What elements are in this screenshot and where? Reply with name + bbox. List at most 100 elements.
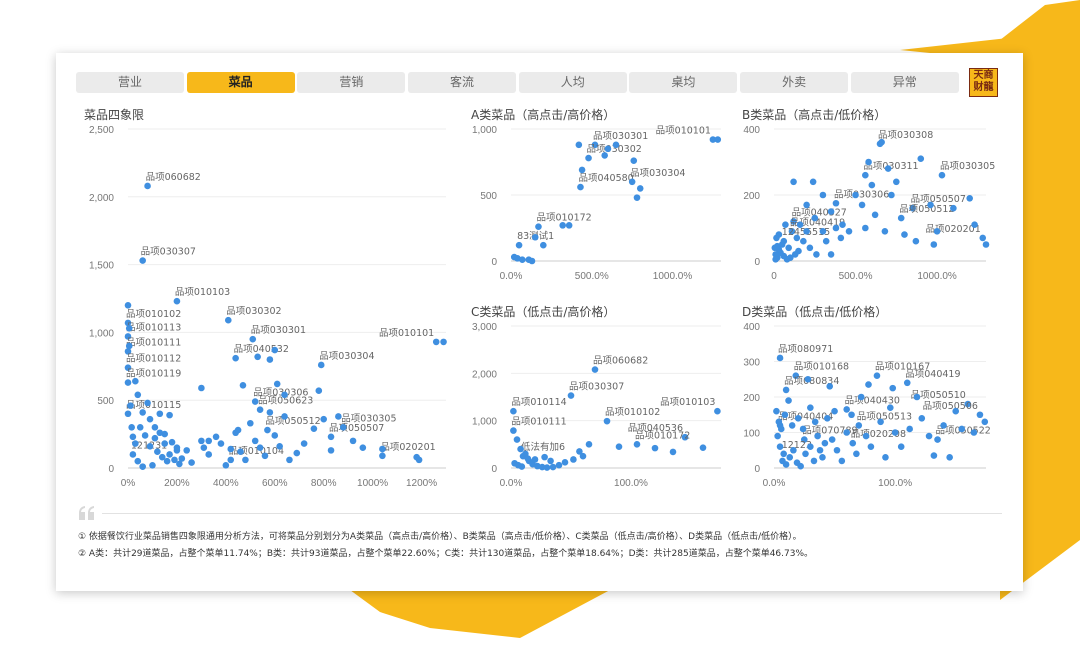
a-point[interactable]	[515, 241, 523, 249]
d-point[interactable]	[821, 439, 829, 447]
b-point[interactable]	[909, 204, 916, 212]
d-point[interactable]	[792, 372, 800, 380]
quadrant-point[interactable]	[124, 333, 132, 340]
b-point[interactable]	[884, 165, 892, 172]
d-point[interactable]	[814, 432, 821, 440]
d-point[interactable]	[843, 406, 850, 413]
quadrant-point[interactable]	[188, 459, 195, 466]
quadrant-point[interactable]	[227, 445, 235, 453]
b-point[interactable]	[982, 241, 990, 248]
quadrant-point[interactable]	[171, 456, 178, 464]
quadrant-point[interactable]	[124, 348, 132, 355]
quadrant-point[interactable]	[339, 424, 347, 431]
quadrant-point[interactable]	[247, 419, 254, 427]
b-point[interactable]	[933, 228, 941, 235]
tab-3[interactable]: 客流	[408, 72, 517, 93]
d-point[interactable]	[786, 454, 794, 461]
a-point[interactable]	[628, 178, 636, 186]
d-point[interactable]	[964, 400, 972, 408]
quadrant-point[interactable]	[232, 354, 239, 362]
b-point[interactable]	[893, 178, 900, 186]
quadrant-point[interactable]	[281, 391, 288, 399]
c-point[interactable]	[517, 445, 524, 453]
b-point[interactable]	[839, 221, 846, 228]
quadrant-point[interactable]	[315, 387, 323, 395]
quadrant-point[interactable]	[205, 437, 213, 445]
c-point[interactable]	[585, 441, 593, 448]
b-point[interactable]	[771, 244, 779, 252]
d-point[interactable]	[906, 425, 913, 433]
b-point[interactable]	[813, 251, 820, 258]
quadrant-point[interactable]	[139, 257, 146, 264]
a-point[interactable]	[531, 233, 539, 241]
d-point[interactable]	[785, 397, 792, 404]
tab-2[interactable]: 营销	[297, 72, 406, 93]
quadrant-point[interactable]	[124, 301, 132, 309]
quadrant-point[interactable]	[234, 426, 242, 434]
c-point[interactable]	[524, 455, 532, 462]
quadrant-point[interactable]	[173, 444, 181, 451]
c-point[interactable]	[651, 444, 659, 452]
quadrant-point[interactable]	[144, 399, 151, 407]
quadrant-point[interactable]	[256, 444, 264, 451]
b-point[interactable]	[865, 158, 872, 166]
a-point[interactable]	[709, 136, 717, 143]
b-point[interactable]	[819, 228, 827, 235]
d-point[interactable]	[811, 418, 819, 426]
b-point[interactable]	[862, 224, 869, 232]
quadrant-point[interactable]	[266, 409, 274, 416]
d-point[interactable]	[843, 429, 850, 436]
b-point[interactable]	[871, 211, 879, 219]
b-point[interactable]	[878, 138, 885, 146]
quadrant-point[interactable]	[212, 433, 220, 441]
quadrant-point[interactable]	[273, 380, 281, 388]
b-point[interactable]	[858, 201, 866, 209]
b-point[interactable]	[971, 221, 978, 228]
quadrant-point[interactable]	[440, 338, 447, 346]
b-point[interactable]	[785, 244, 792, 252]
b-point[interactable]	[819, 191, 827, 199]
b-point[interactable]	[790, 178, 797, 186]
b-point[interactable]	[881, 228, 889, 235]
a-point[interactable]	[535, 223, 542, 230]
d-point[interactable]	[838, 457, 846, 465]
d-point[interactable]	[913, 393, 921, 401]
quadrant-point[interactable]	[310, 425, 318, 432]
quadrant-point[interactable]	[327, 433, 335, 441]
d-point[interactable]	[862, 432, 870, 440]
c-point[interactable]	[547, 457, 554, 465]
quadrant-point[interactable]	[125, 342, 133, 350]
a-point[interactable]	[591, 141, 599, 149]
d-point[interactable]	[790, 446, 797, 454]
quadrant-point[interactable]	[200, 444, 208, 451]
b-point[interactable]	[917, 155, 925, 162]
d-point[interactable]	[848, 411, 855, 419]
quadrant-point[interactable]	[359, 444, 367, 451]
a-point[interactable]	[585, 154, 592, 162]
d-point[interactable]	[824, 415, 831, 422]
quadrant-point[interactable]	[276, 443, 283, 450]
b-point[interactable]	[827, 251, 835, 258]
b-point[interactable]	[927, 201, 934, 209]
quadrant-point[interactable]	[415, 456, 423, 464]
quadrant-point[interactable]	[134, 391, 142, 399]
quadrant-point[interactable]	[151, 434, 159, 442]
b-point[interactable]	[773, 234, 780, 242]
c-point[interactable]	[699, 444, 707, 451]
c-point[interactable]	[510, 427, 517, 434]
tab-0[interactable]: 营业	[76, 72, 184, 93]
quadrant-point[interactable]	[139, 463, 146, 470]
c-point[interactable]	[576, 448, 583, 455]
quadrant-point[interactable]	[379, 445, 386, 453]
c-point[interactable]	[615, 443, 623, 451]
b-point[interactable]	[852, 191, 859, 199]
quadrant-point[interactable]	[222, 461, 230, 469]
d-point[interactable]	[886, 404, 894, 411]
d-point[interactable]	[857, 393, 865, 401]
a-point[interactable]	[636, 185, 644, 192]
c-point[interactable]	[579, 452, 587, 460]
a-point[interactable]	[612, 141, 620, 149]
b-point[interactable]	[827, 208, 835, 215]
a-point[interactable]	[633, 194, 641, 201]
quadrant-point[interactable]	[178, 455, 186, 462]
